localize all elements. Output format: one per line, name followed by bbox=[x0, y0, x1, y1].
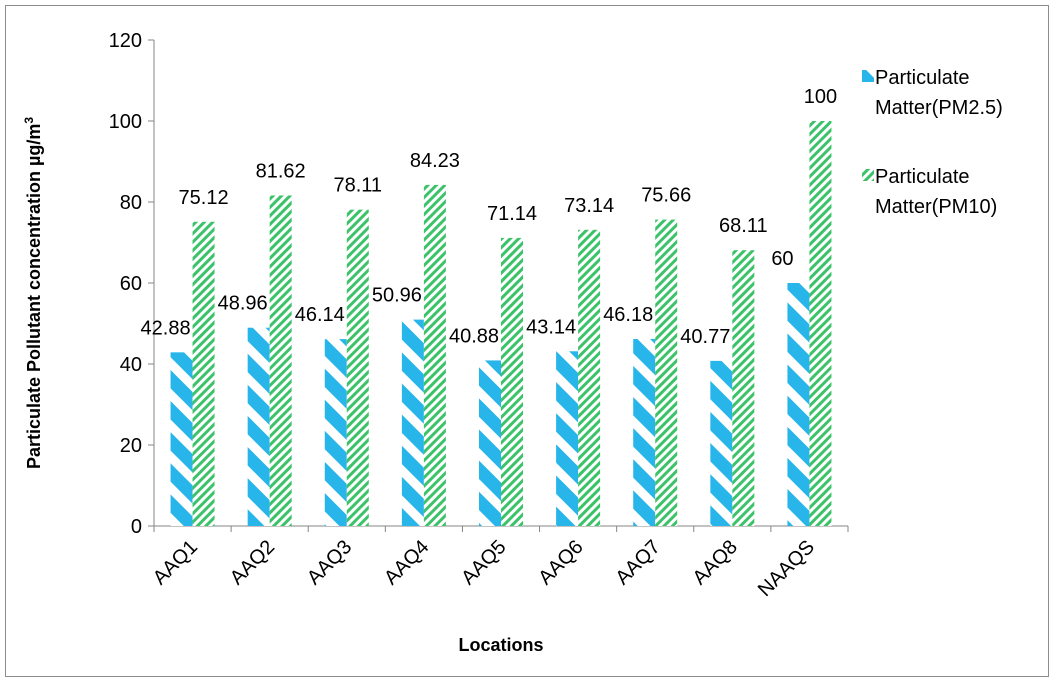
bar-pm25 bbox=[479, 360, 501, 526]
bar-pm25 bbox=[633, 338, 656, 526]
bar-pm10 bbox=[578, 229, 601, 526]
bar-pm10 bbox=[192, 221, 215, 526]
data-label-pm25: 48.96 bbox=[218, 293, 268, 315]
y-axis-title-main: Particulate Pollutant concentration µg/m bbox=[24, 124, 44, 469]
x-tick-label: AAQ1 bbox=[149, 536, 202, 589]
bar-pm25 bbox=[170, 352, 193, 526]
data-label-pm25: 40.77 bbox=[680, 326, 730, 348]
data-label-pm10: 75.12 bbox=[179, 187, 229, 209]
y-axis: 0 20 40 60 80 100 120 bbox=[109, 30, 155, 538]
chart-frame bbox=[5, 5, 1049, 677]
x-axis: AAQ1 AAQ2 AAQ3 AAQ4 AAQ5 AAQ6 AAQ7 AAQ8 NAAQS bbox=[149, 525, 849, 601]
y-tick-label: 0 bbox=[131, 516, 142, 538]
data-label-pm10: 78.11 bbox=[333, 175, 382, 197]
data-label-pm10: 81.62 bbox=[256, 160, 306, 182]
x-tick-label: NAAQS bbox=[754, 536, 819, 601]
x-tick-label: AAQ4 bbox=[380, 536, 433, 589]
x-tick-label: AAQ5 bbox=[457, 536, 510, 589]
data-label-pm25: 60 bbox=[771, 248, 793, 270]
bar-pm25 bbox=[787, 283, 810, 526]
data-label-pm10: 68.11 bbox=[719, 215, 768, 237]
y-tick-label: 120 bbox=[109, 30, 142, 52]
legend-swatch-pm10 bbox=[862, 169, 874, 181]
data-label-pm25: 43.14 bbox=[526, 316, 576, 338]
x-tick-label: AAQ2 bbox=[226, 536, 279, 589]
bar-pm25 bbox=[556, 351, 579, 526]
y-axis-title-superscript: 3 bbox=[22, 117, 36, 124]
data-label-pm10: 75.66 bbox=[641, 185, 691, 207]
bar-pm10 bbox=[655, 219, 678, 526]
legend: Particulate Matter(PM2.5) Particulate Matte… bbox=[862, 67, 1003, 218]
y-tick-label: 60 bbox=[120, 273, 142, 295]
data-label-pm10: 71.14 bbox=[487, 203, 537, 225]
bar-pm10 bbox=[269, 195, 292, 526]
legend-label-pm25: Particulate bbox=[875, 67, 970, 89]
data-label-pm25: 42.88 bbox=[141, 317, 191, 339]
x-tick-label: AAQ7 bbox=[611, 536, 664, 589]
x-axis-title: Locations bbox=[458, 635, 543, 655]
legend-label-pm10: Matter(PM10) bbox=[875, 196, 997, 218]
bar-pm10 bbox=[501, 237, 523, 526]
data-label-pm25: 50.96 bbox=[372, 285, 422, 307]
y-tick-label: 100 bbox=[109, 111, 142, 133]
bar-pm10 bbox=[423, 184, 446, 526]
data-label-pm10: 84.23 bbox=[410, 150, 460, 172]
legend-label-pm25: Matter(PM2.5) bbox=[875, 97, 1003, 119]
bar-pm25 bbox=[401, 319, 424, 526]
bar-pm10 bbox=[809, 121, 832, 526]
x-tick-label: AAQ8 bbox=[689, 536, 742, 589]
bar-pm10 bbox=[346, 209, 369, 527]
x-tick-label: AAQ3 bbox=[303, 536, 356, 589]
data-label-pm25: 46.14 bbox=[295, 304, 345, 326]
bar-pm25 bbox=[247, 327, 270, 526]
data-label-pm10: 73.14 bbox=[564, 195, 614, 217]
y-axis-title: Particulate Pollutant concentration µg/m… bbox=[22, 117, 44, 469]
data-label-pm25: 40.88 bbox=[449, 325, 499, 347]
bar-pm25 bbox=[324, 339, 347, 526]
legend-label-pm10: Particulate bbox=[875, 166, 970, 188]
bar-pm25 bbox=[710, 360, 733, 526]
x-tick-label: AAQ6 bbox=[534, 536, 587, 589]
data-label-pm10: 100 bbox=[804, 86, 837, 108]
bars bbox=[170, 121, 832, 527]
legend-swatch-pm25 bbox=[862, 70, 874, 82]
data-label-pm25: 46.18 bbox=[603, 304, 653, 326]
data-labels: 42.88 48.96 46.14 50.96 40.88 43.14 46.18 40.77… bbox=[141, 86, 838, 348]
y-tick-label: 20 bbox=[120, 435, 142, 457]
y-tick-label: 40 bbox=[120, 354, 142, 376]
bar-pm10 bbox=[732, 250, 755, 527]
y-tick-label: 80 bbox=[120, 192, 142, 214]
